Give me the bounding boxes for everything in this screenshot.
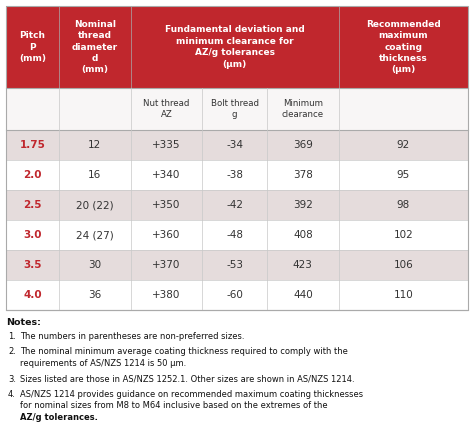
Bar (6, 190, 468, 220)
Text: 16: 16 (88, 170, 101, 180)
Text: Notes:: Notes: (6, 318, 41, 327)
Text: The nominal minimum average coating thickness required to comply with the: The nominal minimum average coating thic… (20, 348, 348, 357)
Text: 30: 30 (88, 260, 101, 270)
Text: 392: 392 (293, 200, 313, 210)
Text: 102: 102 (393, 230, 413, 240)
Text: Bolt thread
g: Bolt thread g (210, 99, 259, 119)
Text: -53: -53 (226, 260, 243, 270)
Text: 2.5: 2.5 (23, 200, 42, 210)
Text: Nominal
thread
diameter
d
(mm): Nominal thread diameter d (mm) (72, 20, 118, 74)
Text: AZ/g tolerances.: AZ/g tolerances. (20, 413, 98, 422)
Text: -34: -34 (226, 140, 243, 150)
Text: AS/NZS 1214 provides guidance on recommended maximum coating thicknesses: AS/NZS 1214 provides guidance on recomme… (20, 390, 363, 399)
Bar (6, 88, 468, 130)
Text: +340: +340 (152, 170, 181, 180)
Text: 12: 12 (88, 140, 101, 150)
Text: 369: 369 (293, 140, 313, 150)
Bar (6, 220, 468, 250)
Text: 106: 106 (393, 260, 413, 270)
Text: 1.75: 1.75 (19, 140, 46, 150)
Bar (6, 250, 468, 280)
Text: 95: 95 (397, 170, 410, 180)
Text: 440: 440 (293, 290, 313, 300)
Text: -48: -48 (226, 230, 243, 240)
Text: 2.0: 2.0 (23, 170, 42, 180)
Bar (6, 130, 468, 160)
Bar (6, 280, 468, 310)
Text: Fundamental deviation and
minimum clearance for
AZ/g tolerances
(μm): Fundamental deviation and minimum cleara… (165, 25, 305, 68)
Text: -42: -42 (226, 200, 243, 210)
Text: 423: 423 (293, 260, 313, 270)
Text: +350: +350 (152, 200, 181, 210)
Text: 4.: 4. (8, 390, 16, 399)
Text: Sizes listed are those in AS/NZS 1252.1. Other sizes are shown in AS/NZS 1214.: Sizes listed are those in AS/NZS 1252.1.… (20, 374, 355, 383)
Bar (6, 6, 468, 310)
Text: 3.0: 3.0 (23, 230, 42, 240)
Text: 3.: 3. (8, 374, 16, 383)
Text: 2.: 2. (8, 348, 16, 357)
Text: 408: 408 (293, 230, 313, 240)
Text: +335: +335 (152, 140, 181, 150)
Text: requirements of AS/NZS 1214 is 50 μm.: requirements of AS/NZS 1214 is 50 μm. (20, 359, 186, 368)
Text: 3.5: 3.5 (23, 260, 42, 270)
Text: 1.: 1. (8, 332, 16, 341)
Text: 110: 110 (393, 290, 413, 300)
Text: 24 (27): 24 (27) (76, 230, 114, 240)
Text: The numbers in parentheses are non-preferred sizes.: The numbers in parentheses are non-prefe… (20, 332, 245, 341)
Text: 20 (22): 20 (22) (76, 200, 114, 210)
Text: -38: -38 (226, 170, 243, 180)
Text: +360: +360 (152, 230, 181, 240)
Text: for nominal sizes from M8 to M64 inclusive based on the extremes of the: for nominal sizes from M8 to M64 inclusi… (20, 401, 328, 410)
Text: +380: +380 (152, 290, 181, 300)
Text: Pitch
P
(mm): Pitch P (mm) (19, 31, 46, 63)
Bar (6, 6, 468, 88)
Text: 378: 378 (293, 170, 313, 180)
Text: Nut thread
AZ: Nut thread AZ (143, 99, 190, 119)
Text: 92: 92 (397, 140, 410, 150)
Text: Recommended
maximum
coating
thickness
(μm): Recommended maximum coating thickness (μ… (366, 20, 441, 74)
Bar (6, 160, 468, 190)
Text: -60: -60 (226, 290, 243, 300)
Text: 36: 36 (88, 290, 101, 300)
Text: 98: 98 (397, 200, 410, 210)
Text: 4.0: 4.0 (23, 290, 42, 300)
Text: +370: +370 (152, 260, 181, 270)
Text: Minimum
clearance: Minimum clearance (282, 99, 324, 119)
